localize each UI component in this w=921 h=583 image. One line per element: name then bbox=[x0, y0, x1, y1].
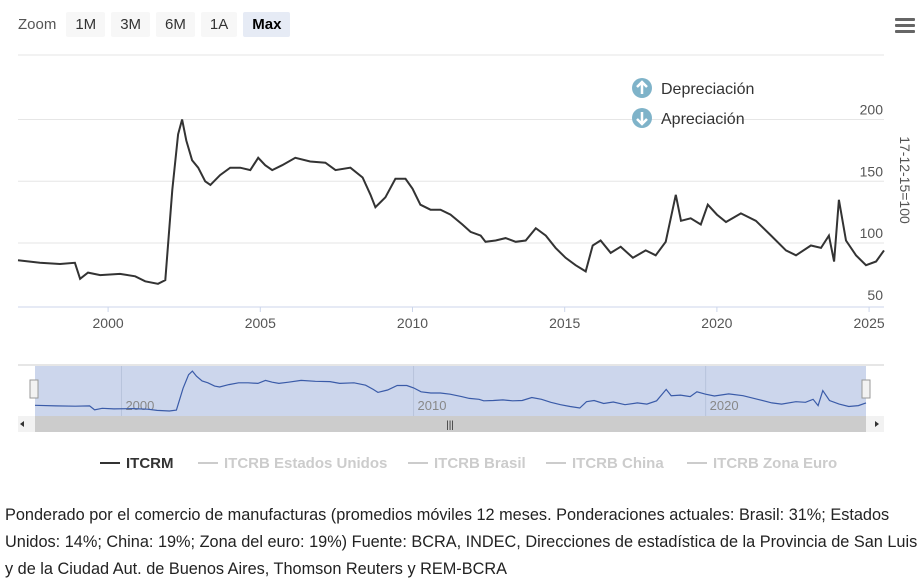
legend-item[interactable]: ITCRB Estados Unidos bbox=[198, 455, 387, 472]
x-tick-label: 2010 bbox=[397, 315, 428, 331]
apreciacion-label: Apreciación bbox=[661, 111, 745, 128]
depreciacion-label: Depreciación bbox=[661, 81, 754, 98]
legend-item[interactable]: ITCRB China bbox=[546, 455, 664, 472]
x-tick-label: 2015 bbox=[549, 315, 580, 331]
scroll-left-icon[interactable] bbox=[20, 421, 24, 427]
zoom-3m-button[interactable]: 3M bbox=[111, 12, 151, 37]
legend-label: ITCRB Brasil bbox=[434, 455, 526, 472]
navigator-selection[interactable] bbox=[35, 366, 866, 416]
y-axis-label: 17-12-15=100 bbox=[897, 136, 913, 224]
x-tick-label: 2000 bbox=[93, 315, 124, 331]
legend-item[interactable]: ITCRB Brasil bbox=[408, 455, 526, 472]
zoom-6m-button[interactable]: 6M bbox=[156, 12, 195, 37]
y-tick-label: 50 bbox=[867, 287, 883, 303]
scrollbar-thumb[interactable] bbox=[35, 416, 866, 432]
legend-item[interactable]: ITCRM bbox=[100, 455, 174, 472]
y-tick-label: 150 bbox=[860, 163, 884, 179]
annotation-apreciacion: Apreciación bbox=[632, 108, 745, 128]
navigator-series-line bbox=[34, 370, 867, 412]
legend-label: ITCRM bbox=[126, 455, 174, 472]
navigator-tick-label: 2020 bbox=[710, 398, 739, 413]
scroll-right-icon[interactable] bbox=[875, 421, 879, 427]
series-line-itcrm bbox=[17, 119, 885, 285]
navigator-handle-left[interactable] bbox=[29, 379, 39, 399]
range-selector: Zoom 1M 3M 6M 1A Max bbox=[18, 12, 291, 37]
zoom-label: Zoom bbox=[18, 16, 57, 33]
annotation-depreciacion: Depreciación bbox=[632, 78, 754, 98]
chart-caption: Ponderado por el comercio de manufactura… bbox=[5, 506, 918, 578]
svg-text:|||: ||| bbox=[446, 420, 454, 431]
legend-label: ITCRB Estados Unidos bbox=[224, 455, 387, 472]
y-tick-label: 200 bbox=[860, 102, 884, 118]
zoom-max-button[interactable]: Max bbox=[243, 12, 291, 37]
legend-label: ITCRB China bbox=[572, 455, 664, 472]
x-tick-label: 2020 bbox=[701, 315, 732, 331]
legend-label: ITCRB Zona Euro bbox=[713, 455, 837, 472]
y-tick-label: 100 bbox=[860, 225, 884, 241]
navigator-tick-label: 2010 bbox=[418, 398, 447, 413]
zoom-1m-button[interactable]: 1M bbox=[66, 12, 106, 37]
zoom-1a-button[interactable]: 1A bbox=[200, 12, 238, 37]
hamburger-menu-icon[interactable] bbox=[895, 18, 915, 36]
navigator-tick-label: 2000 bbox=[125, 398, 154, 413]
navigator-handle-right[interactable] bbox=[861, 379, 871, 399]
x-tick-label: 2005 bbox=[245, 315, 276, 331]
x-tick-label: 2025 bbox=[854, 315, 885, 331]
chart: 50 100 150 200 2000 2005 2010 2015 2020 2025 17-… bbox=[17, 54, 913, 472]
legend-item[interactable]: ITCRB Zona Euro bbox=[687, 455, 837, 472]
